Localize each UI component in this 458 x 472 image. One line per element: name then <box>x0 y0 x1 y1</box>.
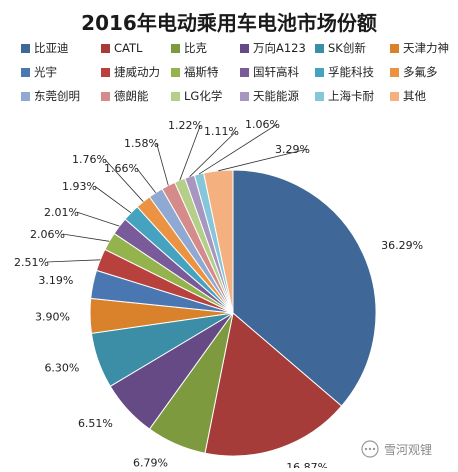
legend-item: 万向A123 <box>240 41 306 55</box>
leader-line <box>218 148 308 172</box>
legend-swatch <box>315 92 324 101</box>
legend-label: 万向A123 <box>253 41 306 55</box>
legend-item: LG化学 <box>171 89 222 103</box>
legend-swatch <box>101 44 110 53</box>
leader-line <box>76 211 120 227</box>
legend-item: 捷威动力 <box>101 65 160 79</box>
legend-swatch <box>21 44 30 53</box>
legend-label: 多氟多 <box>403 65 438 79</box>
chat-bubble-icon <box>361 440 379 458</box>
legend-item: 天津力神 <box>390 41 449 55</box>
data-label: 6.79% <box>133 457 168 469</box>
legend-item: 多氟多 <box>390 65 438 79</box>
legend-swatch <box>171 68 180 77</box>
watermark-text: 雪河观锂 <box>384 442 432 457</box>
chat-bubble-dot <box>368 447 372 451</box>
legend-label: 孚能科技 <box>328 65 374 79</box>
chart-title: 2016年电动乘用车电池市场份额 <box>81 11 377 35</box>
leader-line <box>156 142 169 186</box>
legend-label: 国轩高科 <box>253 65 299 79</box>
legend-label: LG化学 <box>184 89 222 103</box>
legend-item: 比亚迪 <box>21 41 69 55</box>
legend-item: 其他 <box>390 89 426 103</box>
pie-slice <box>204 312 343 457</box>
legend-label: 比克 <box>184 41 207 55</box>
legend-item: 光宇 <box>21 65 57 79</box>
data-label: 3.90% <box>35 310 70 323</box>
data-label: 6.51% <box>78 417 113 430</box>
legend-item: CATL <box>101 41 143 55</box>
legend-swatch <box>390 68 399 77</box>
data-label: 2.01% <box>44 206 79 219</box>
legend-item: 德朗能 <box>101 89 149 103</box>
chat-bubble-dot <box>372 447 376 451</box>
legend-swatch <box>390 44 399 53</box>
legend-swatch <box>240 68 249 77</box>
legend-label: 德朗能 <box>114 89 149 103</box>
legend-label: 福斯特 <box>184 65 219 79</box>
data-label: 1.93% <box>62 180 97 193</box>
pie-slices <box>89 169 377 457</box>
legend-swatch <box>21 92 30 101</box>
chat-bubble-dot <box>364 447 368 451</box>
legend-item: 国轩高科 <box>240 65 299 79</box>
data-label: 2.06% <box>30 228 65 241</box>
legend-label: 东莞创明 <box>34 89 80 103</box>
legend-label: CATL <box>114 41 143 55</box>
legend-label: 上海卡耐 <box>328 89 374 103</box>
legend-item: 福斯特 <box>171 65 219 79</box>
leader-lines <box>46 123 308 263</box>
data-label: 2.51% <box>14 256 49 269</box>
leader-line <box>46 259 101 263</box>
legend-swatch <box>390 92 399 101</box>
data-label: 16.87% <box>286 461 328 468</box>
leader-line <box>179 124 201 181</box>
legend-item: 孚能科技 <box>315 65 374 79</box>
legend-swatch <box>315 44 324 53</box>
leader-line <box>104 158 144 202</box>
legend-label: 比亚迪 <box>34 41 69 55</box>
data-label: 1.58% <box>124 137 159 150</box>
data-label: 1.76% <box>72 153 107 166</box>
legend-item: 天能能源 <box>240 89 299 103</box>
data-label: 1.11% <box>204 125 239 138</box>
legend-item: SK创新 <box>315 41 366 55</box>
leader-line <box>136 167 157 193</box>
legend-swatch <box>240 92 249 101</box>
data-labels: 36.29% 16.87% 6.79% 6.51% 6.30% 3.90% 3.19% 2.5… <box>14 118 423 472</box>
legend-label: SK创新 <box>328 41 366 55</box>
legend-swatch <box>101 68 110 77</box>
legend-swatch <box>315 68 324 77</box>
legend-swatch <box>240 44 249 53</box>
data-label: 6.30% <box>44 361 79 374</box>
legend-item: 上海卡耐 <box>315 89 374 103</box>
legend-swatch <box>21 68 30 77</box>
data-label: 36.29% <box>381 239 423 252</box>
leader-line <box>62 233 110 242</box>
legend-swatch <box>171 44 180 53</box>
legend-label: 光宇 <box>34 65 57 79</box>
data-label: 1.06% <box>245 118 280 131</box>
legend-label: 其他 <box>403 89 426 103</box>
data-label: 1.22% <box>168 119 203 132</box>
legend-item: 比克 <box>171 41 207 55</box>
data-label: 3.19% <box>38 274 73 287</box>
leader-line <box>189 130 237 177</box>
legend-item: 东莞创明 <box>21 89 80 103</box>
data-label: 3.29% <box>275 143 310 156</box>
legend-swatch <box>171 92 180 101</box>
watermark: 雪河观锂 <box>361 440 432 458</box>
leader-line <box>94 185 132 214</box>
pie-slice <box>232 169 377 407</box>
legend-swatch <box>101 92 110 101</box>
legend-label: 天能能源 <box>253 89 299 103</box>
data-label: 1.66% <box>104 162 139 175</box>
legend-label: 捷威动力 <box>114 65 160 79</box>
legend-label: 天津力神 <box>403 41 449 55</box>
pie-slice <box>203 169 234 314</box>
leader-line <box>198 123 278 175</box>
